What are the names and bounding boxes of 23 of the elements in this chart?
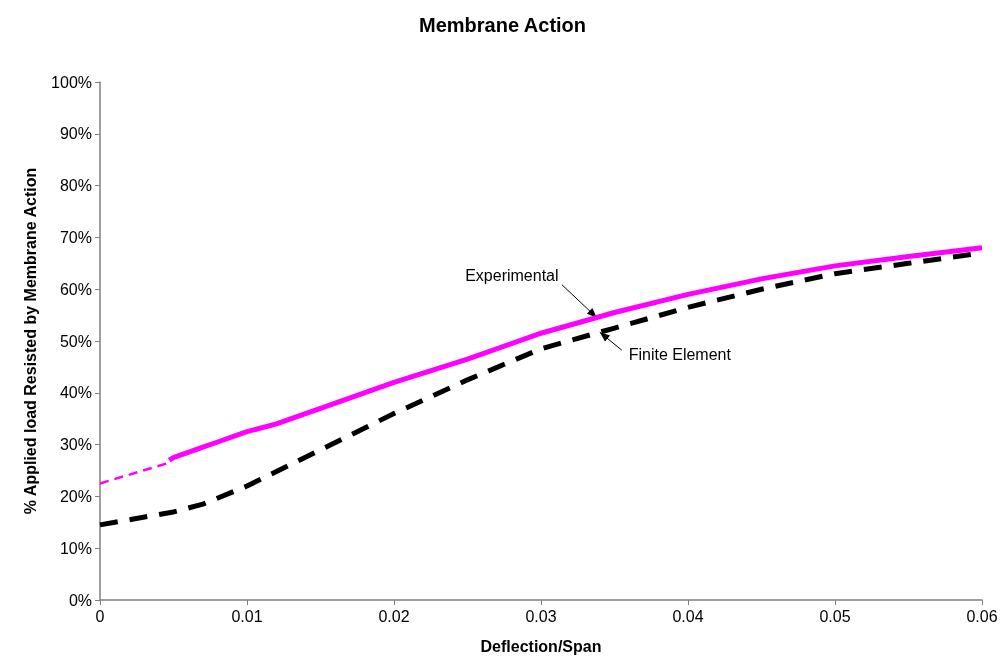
x-axis-title: Deflection/Span (480, 637, 602, 655)
x-tick-label: 0.01 (231, 607, 263, 625)
y-tick-label: 60% (59, 280, 92, 298)
y-tick-label: 50% (59, 332, 92, 350)
y-tick-label: 70% (59, 228, 92, 246)
y-tick-label: 30% (59, 436, 92, 454)
y-tick-label: 40% (59, 384, 92, 402)
x-tick-label: 0.02 (378, 607, 410, 625)
y-tick-label: 100% (51, 73, 92, 91)
annotation: Finite Element (628, 345, 732, 363)
y-axis-title: % Applied load Resisted by Membrane Action (21, 167, 39, 515)
x-tick-label: 0.05 (819, 607, 851, 625)
x-tick-label: 0.04 (672, 607, 704, 625)
x-tick-label: 0 (95, 607, 105, 625)
y-tick-label: 20% (59, 487, 92, 505)
x-tick-label: 0.03 (525, 607, 557, 625)
y-tick-label: 90% (59, 125, 92, 143)
annotation: Experimental (465, 267, 559, 285)
y-tick-label: 80% (59, 177, 92, 195)
chart-title: Membrane Action (418, 14, 587, 36)
y-tick-label: 10% (59, 539, 92, 557)
y-tick-label: 0% (68, 591, 92, 609)
x-tick-label: 0.06 (966, 607, 998, 625)
